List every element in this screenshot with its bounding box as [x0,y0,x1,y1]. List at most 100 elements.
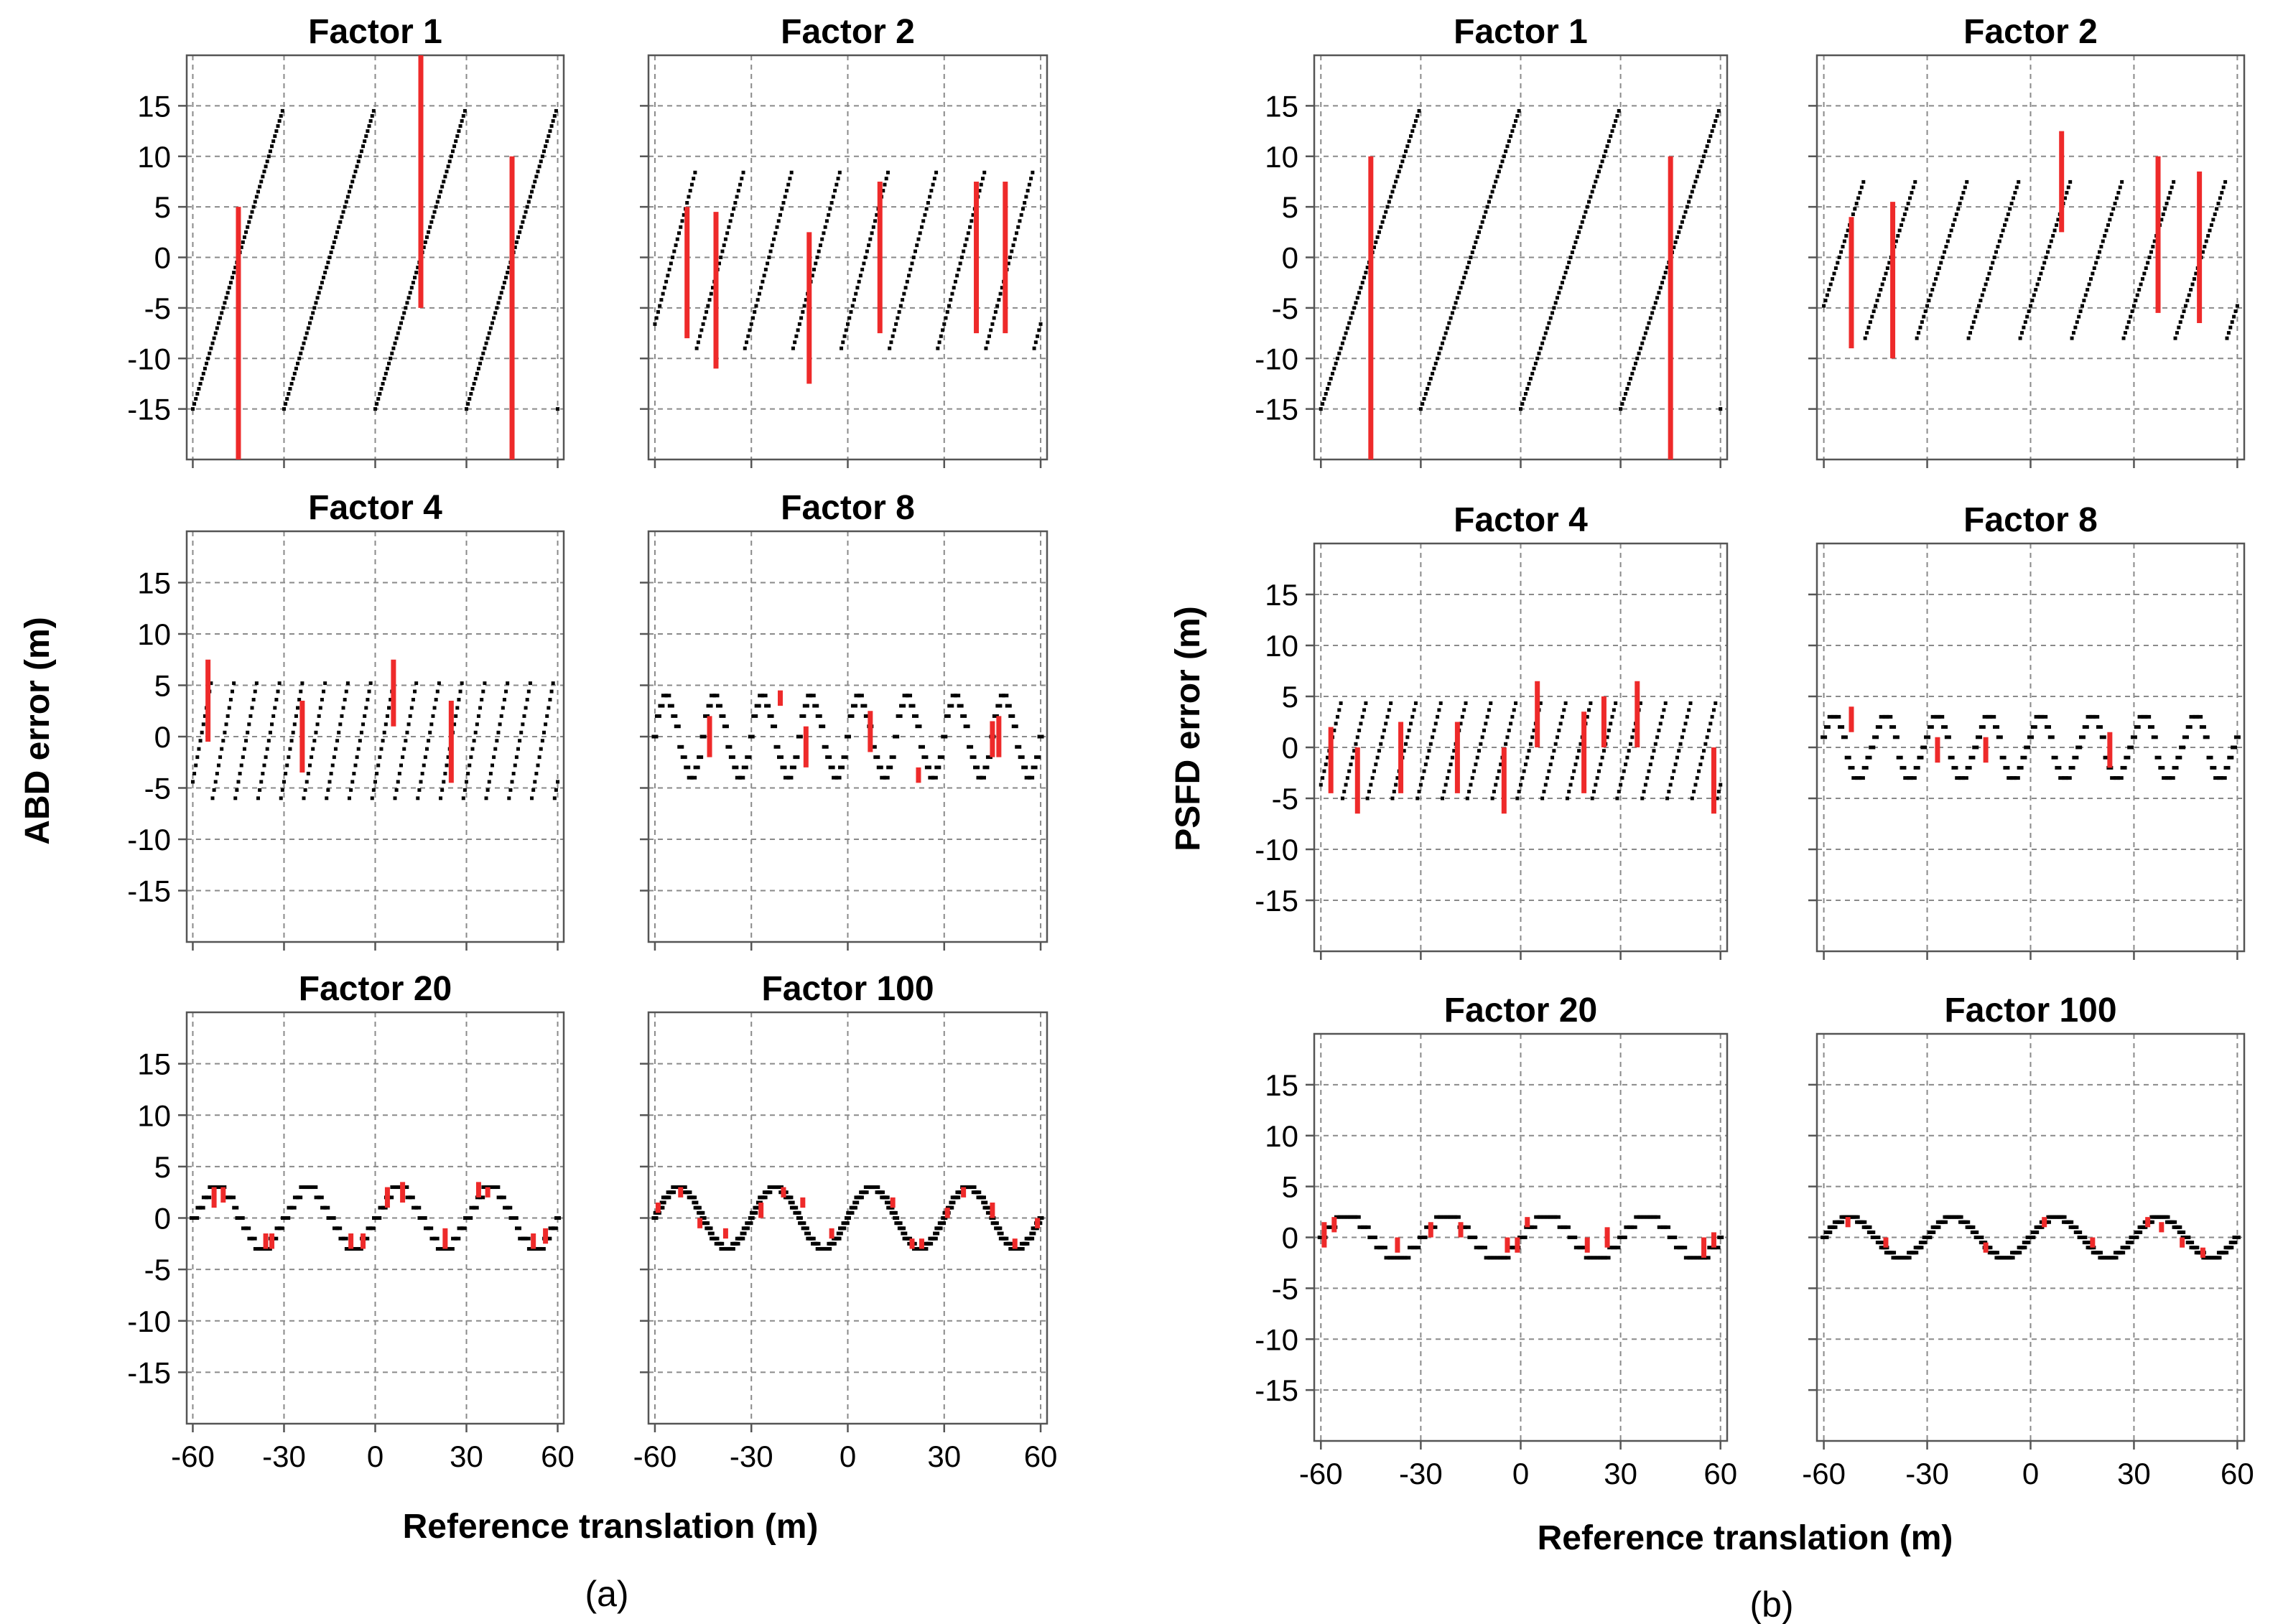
y-tick-label: -15 [127,1355,171,1389]
panel-a-f20: 15 10 5 0 -5 -10 -15 -60 -30 0 30 60 Factor 20 [127,970,575,1473]
error-bars [1368,156,1673,459]
y-tick-label: 15 [137,566,171,600]
y-tick-label: -5 [1272,782,1298,816]
ylabel-b: PSFD error (m) [1169,606,1207,851]
y-tick-label: 5 [154,190,171,224]
y-tick-label: 10 [137,617,171,651]
panel-a-f2: Factor 2 [640,13,1048,468]
x-tick-label: 0 [1512,1457,1529,1490]
y-tick-label: -10 [127,823,171,857]
series-points [1319,701,1723,801]
panel-title: Factor 1 [308,13,442,51]
series-points [190,681,560,801]
y-tick-label: -10 [1255,833,1298,867]
y-tick-label: 5 [1282,1170,1298,1204]
x-tick-label: -30 [1905,1457,1949,1490]
y-tick-label: -5 [1272,1271,1298,1305]
x-tick-label: 0 [367,1439,383,1473]
panel-title: Factor 100 [1944,991,2116,1030]
x-tick-label: -60 [171,1439,215,1473]
series-points [1821,714,2241,780]
panel-title: Factor 20 [299,970,452,1008]
x-tick-label: 30 [1604,1457,1637,1490]
y-tick-label: 15 [1265,578,1298,612]
y-tick-label: 10 [1265,1119,1298,1153]
panel-title: Factor 4 [308,489,442,527]
panel-title: Factor 8 [781,489,915,527]
panels-layer: 15 10 5 0 -5 -10 -15 Factor 1 Factor 2 15 10 5 0 -5 -1… [127,13,2254,1490]
y-tick-label: -5 [1272,291,1298,325]
y-tick-label: 0 [154,720,171,754]
y-tick-label: 0 [1282,1221,1298,1255]
panel-a-f8: Factor 8 [640,489,1048,951]
y-tick-label: 15 [1265,89,1298,123]
panel-title: Factor 4 [1454,501,1588,539]
y-tick-label: 5 [154,669,171,703]
y-tick-label: -10 [127,342,171,375]
series-points [190,108,560,411]
y-tick-label: 0 [1282,731,1298,765]
y-tick-label: 5 [1282,190,1298,224]
panel-title: Factor 8 [1963,501,2098,539]
panel-title: Factor 2 [781,13,915,51]
x-tick-label: 30 [450,1439,483,1473]
y-tick-label: 10 [137,140,171,174]
panel-title: Factor 20 [1444,991,1597,1030]
y-tick-label: 0 [1282,241,1298,275]
xlabel-b: Reference translation (m) [1538,1519,1953,1557]
y-tick-label: -5 [144,291,171,325]
error-bars [236,55,515,459]
panel-b-f4: 15 10 5 0 -5 -10 -15 Factor 4 [1255,501,1729,960]
x-tick-label: 60 [2221,1457,2254,1490]
y-tick-label: 5 [1282,680,1298,714]
x-tick-label: -30 [730,1439,773,1473]
x-tick-label: -30 [262,1439,306,1473]
y-tick-label: -15 [127,874,171,908]
series-points [653,170,1043,350]
error-bars [1849,706,2113,768]
y-tick-label: 15 [1265,1068,1298,1102]
xlabel-a: Reference translation (m) [403,1508,819,1546]
error-bars [205,659,454,783]
panel-a-f100: -60 -30 0 30 60 Factor 100 [633,970,1058,1473]
panel-b-f2: Factor 2 [1808,13,2246,468]
y-tick-label: 5 [154,1150,171,1184]
error-bars [655,1187,1041,1249]
y-tick-label: 10 [1265,140,1298,174]
error-bars [211,1182,549,1249]
error-bars [1845,1217,2205,1258]
y-tick-label: -15 [1255,1373,1298,1407]
y-tick-label: -5 [144,1253,171,1287]
y-tick-label: -5 [144,772,171,806]
y-tick-label: 15 [137,1047,171,1081]
x-tick-label: -60 [1802,1457,1846,1490]
y-tick-label: -10 [1255,1322,1298,1356]
y-tick-label: 15 [137,89,171,123]
y-tick-label: -15 [127,393,171,426]
x-tick-label: 60 [1024,1439,1058,1473]
x-tick-label: -60 [633,1439,677,1473]
y-tick-label: -10 [127,1305,171,1338]
panel-title: Factor 1 [1454,13,1588,51]
panel-a-f1: 15 10 5 0 -5 -10 -15 Factor 1 [127,13,565,468]
caption-a: (a) [585,1574,628,1614]
x-tick-label: 30 [927,1439,961,1473]
error-bars [1849,131,2203,359]
panel-b-f20: 15 10 5 0 -5 -10 -15 -60 -30 0 30 60 Factor 20 [1255,991,1737,1490]
caption-b: (b) [1749,1585,1793,1624]
x-tick-label: 60 [1703,1457,1737,1490]
panel-title: Factor 100 [761,970,934,1008]
panel-b-f1: 15 10 5 0 -5 -10 -15 Factor 1 [1255,13,1729,468]
y-tick-label: 0 [154,241,171,275]
y-tick-label: -15 [1255,393,1298,426]
error-bars [1321,1217,1716,1258]
error-bars [1328,681,1716,814]
x-tick-label: -30 [1399,1457,1443,1490]
x-tick-label: 0 [840,1439,856,1473]
y-tick-label: 10 [137,1098,171,1132]
y-tick-label: -10 [1255,342,1298,375]
x-tick-label: -60 [1299,1457,1343,1490]
panel-b-f100: -60 -30 0 30 60 Factor 100 [1802,991,2254,1490]
panel-a-f4: 15 10 5 0 -5 -10 -15 Factor 4 [127,489,565,951]
